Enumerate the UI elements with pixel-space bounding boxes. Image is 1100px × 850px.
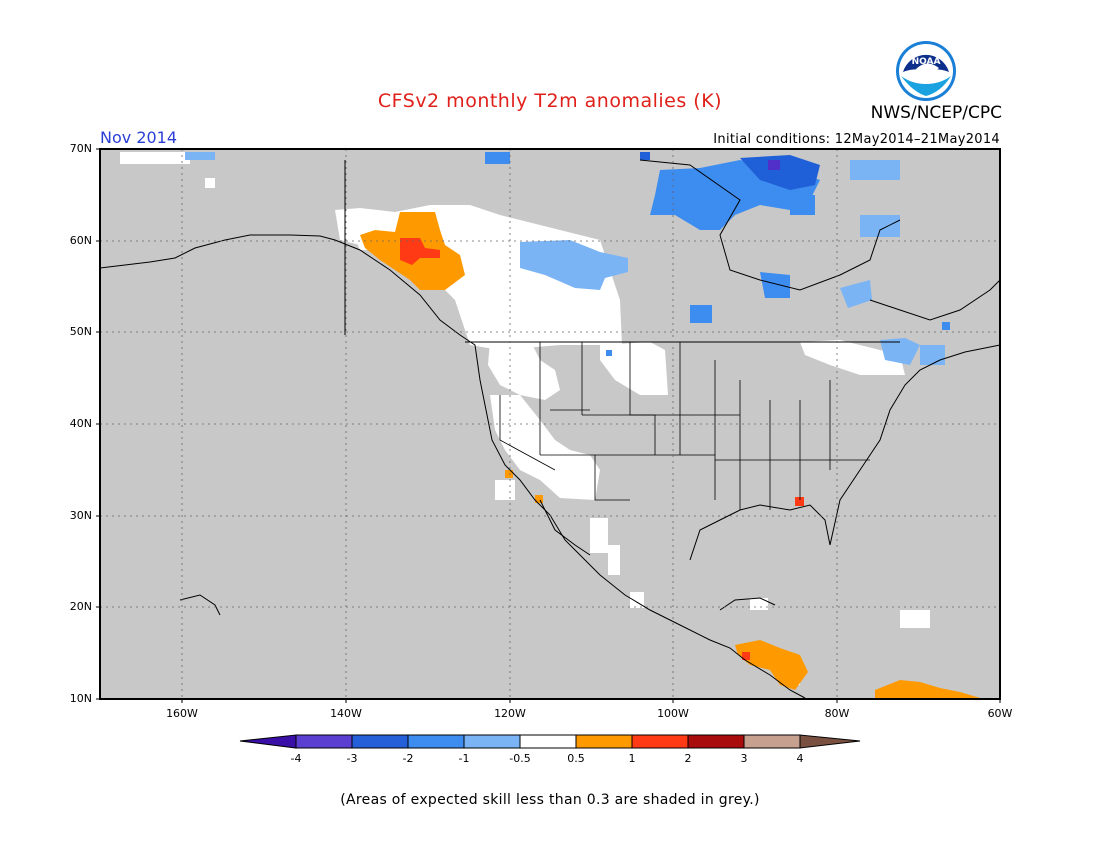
colorbar-swatch <box>519 734 577 749</box>
colorbar-swatch-above-4 <box>799 734 861 749</box>
state-borders <box>499 342 870 510</box>
colorbar-label: 1 <box>628 752 636 765</box>
lat-label: 70N <box>69 142 92 155</box>
colorbar-swatch <box>351 734 409 749</box>
lat-label: 50N <box>69 325 92 338</box>
colorbar-swatch <box>575 734 633 749</box>
colorbar-swatch <box>295 734 353 749</box>
lon-label: 100W <box>657 707 689 720</box>
lon-label: 120W <box>494 707 526 720</box>
colorbar-swatch <box>687 734 745 749</box>
agency-label: NWS/NCEP/CPC <box>870 103 1002 123</box>
colorbar-label: -3 <box>346 752 358 765</box>
noaa-logo-text: NOAA <box>912 57 941 67</box>
lat-label: 40N <box>69 417 92 430</box>
axis-ticks <box>96 148 1001 703</box>
colorbar-label: 0.5 <box>567 752 585 765</box>
noaa-logo: NOAA <box>896 41 956 101</box>
map-grid <box>100 149 1000 699</box>
dark-blue-regions <box>640 152 820 190</box>
colorbar-label: -4 <box>290 752 302 765</box>
colorbar-label: 4 <box>796 752 804 765</box>
colorbar-swatch <box>463 734 521 749</box>
colorbar <box>239 734 861 749</box>
colorbar-label: -2 <box>402 752 414 765</box>
red-regions <box>400 238 804 660</box>
initial-conditions: Initial conditions: 12May2014–21May2014 <box>713 132 1000 147</box>
forecast-month: Nov 2014 <box>100 128 178 147</box>
lon-label: 60W <box>987 707 1013 720</box>
lon-label: 80W <box>824 707 850 720</box>
lon-label: 140W <box>330 707 362 720</box>
colorbar-label: 3 <box>740 752 748 765</box>
colorbar-swatch <box>743 734 801 749</box>
light-blue-regions <box>185 152 945 365</box>
colorbar-swatch-below-4 <box>239 734 297 749</box>
colorbar-swatch <box>407 734 465 749</box>
purple-regions <box>768 160 780 170</box>
chart-title: CFSv2 monthly T2m anomalies (K) <box>377 90 723 112</box>
colorbar-label: 2 <box>684 752 692 765</box>
lon-label: 160W <box>166 707 198 720</box>
coastlines <box>99 159 1001 699</box>
colorbar-label: -0.5 <box>509 752 531 765</box>
lat-label: 10N <box>69 692 92 705</box>
lat-label: 20N <box>69 600 92 613</box>
lat-label: 30N <box>69 509 92 522</box>
colorbar-swatch <box>631 734 689 749</box>
colorbar-label: -1 <box>458 752 470 765</box>
lat-label: 60N <box>69 234 92 247</box>
skill-footnote: (Areas of expected skill less than 0.3 a… <box>340 792 760 808</box>
